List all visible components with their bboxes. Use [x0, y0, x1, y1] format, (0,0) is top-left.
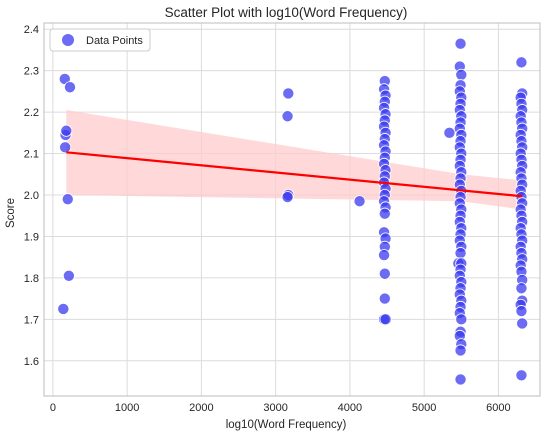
legend: Data Points — [49, 28, 151, 52]
data-point — [378, 249, 391, 262]
plot-border — [43, 22, 541, 397]
plot-frame — [43, 22, 541, 397]
y-tick-label: 1.6 — [24, 356, 39, 368]
data-point — [61, 193, 74, 206]
legend-label: Data Points — [86, 35, 143, 47]
x-tick-label: 1000 — [115, 402, 139, 414]
y-tick-label: 1.7 — [24, 314, 39, 326]
data-point — [454, 373, 467, 386]
x-tick-label: 4000 — [338, 402, 362, 414]
legend-frame — [49, 28, 151, 52]
data-point — [454, 247, 467, 260]
data-point — [455, 68, 468, 81]
data-point — [454, 344, 467, 357]
data-point — [454, 37, 467, 50]
y-tick-label: 2.2 — [24, 107, 39, 119]
data-point — [515, 282, 528, 295]
y-tick-label: 2.0 — [24, 190, 39, 202]
data-point — [353, 195, 366, 208]
x-tick-label: 5000 — [412, 402, 436, 414]
data-point — [62, 269, 75, 282]
x-tick-label: 2000 — [189, 402, 213, 414]
data-points-layer — [57, 37, 529, 386]
legend-marker — [62, 34, 74, 46]
regression-line — [66, 151, 523, 198]
regression-line-layer — [66, 151, 523, 198]
data-point — [443, 126, 456, 139]
data-point — [455, 313, 468, 326]
data-point — [59, 141, 72, 154]
y-tick-label: 2.1 — [24, 149, 39, 161]
data-point — [378, 207, 391, 220]
y-tick-label: 1.9 — [24, 231, 39, 243]
data-point — [379, 313, 392, 326]
data-point — [515, 369, 528, 382]
data-point — [281, 110, 294, 123]
data-point — [515, 56, 528, 69]
y-tick-label: 2.4 — [24, 24, 39, 36]
data-point — [516, 317, 529, 330]
y-axis-label: Score — [5, 198, 17, 228]
data-point — [282, 87, 295, 100]
data-point — [281, 191, 294, 204]
y-tick-label: 2.3 — [24, 66, 39, 78]
x-tick-label: 0 — [50, 402, 56, 414]
tick-labels: 0 1000 2000 3000 4000 5000 6000 1.6 1.7 1.8 1.9 2.0… — [24, 24, 511, 414]
data-point — [63, 81, 76, 94]
data-point — [57, 302, 70, 315]
data-point — [378, 292, 391, 305]
data-point — [378, 267, 391, 280]
chart-title: Scatter Plot with log10(Word Frequency) — [165, 5, 408, 20]
y-tick-label: 1.8 — [24, 273, 39, 285]
x-axis-label: log10(Word Frequency) — [226, 419, 347, 431]
x-tick-label: 6000 — [486, 402, 510, 414]
data-point — [515, 305, 528, 318]
x-tick-label: 3000 — [263, 402, 287, 414]
data-point — [60, 124, 73, 137]
